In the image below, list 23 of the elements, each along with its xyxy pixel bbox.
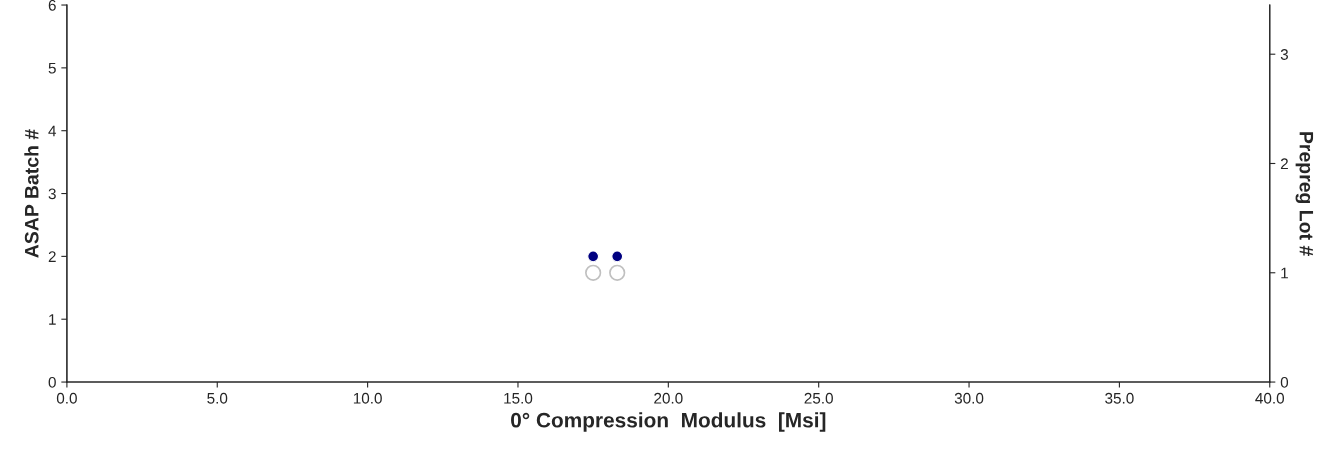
x-tick-label: 30.0 bbox=[954, 392, 984, 404]
x-tick-label: 0.0 bbox=[56, 392, 77, 404]
x-tick-label: 40.0 bbox=[1255, 392, 1285, 404]
y-tick-label: 6 bbox=[48, 0, 56, 11]
y-axis-title: ASAP Batch # bbox=[24, 129, 39, 258]
y2-tick-label: 1 bbox=[1281, 267, 1288, 279]
x-axis-title: 0° Compression Modulus [Msi] bbox=[511, 412, 826, 432]
y-tick-label: 3 bbox=[48, 188, 56, 200]
y-tick-label: 5 bbox=[48, 62, 56, 74]
y-tick-label: 2 bbox=[48, 251, 56, 262]
x-tick-label: 10.0 bbox=[353, 392, 382, 404]
y-tick-label: 1 bbox=[49, 314, 56, 325]
y-tick-label: 4 bbox=[48, 125, 57, 137]
x-tick-label: 25.0 bbox=[804, 392, 833, 404]
y2-tick-label: 3 bbox=[1280, 49, 1288, 60]
y2-tick-label: 0 bbox=[1280, 376, 1289, 388]
y2-axis-title: Prepreg Lot # bbox=[1295, 132, 1314, 256]
y-tick-label: 0 bbox=[48, 376, 56, 388]
y2-tick-label: 2 bbox=[1280, 158, 1288, 170]
x-tick-label: 5.0 bbox=[207, 392, 228, 404]
x-tick-label: 20.0 bbox=[654, 392, 683, 404]
x-tick-label: 35.0 bbox=[1105, 392, 1134, 404]
x-tick-label: 15.0 bbox=[504, 392, 533, 404]
